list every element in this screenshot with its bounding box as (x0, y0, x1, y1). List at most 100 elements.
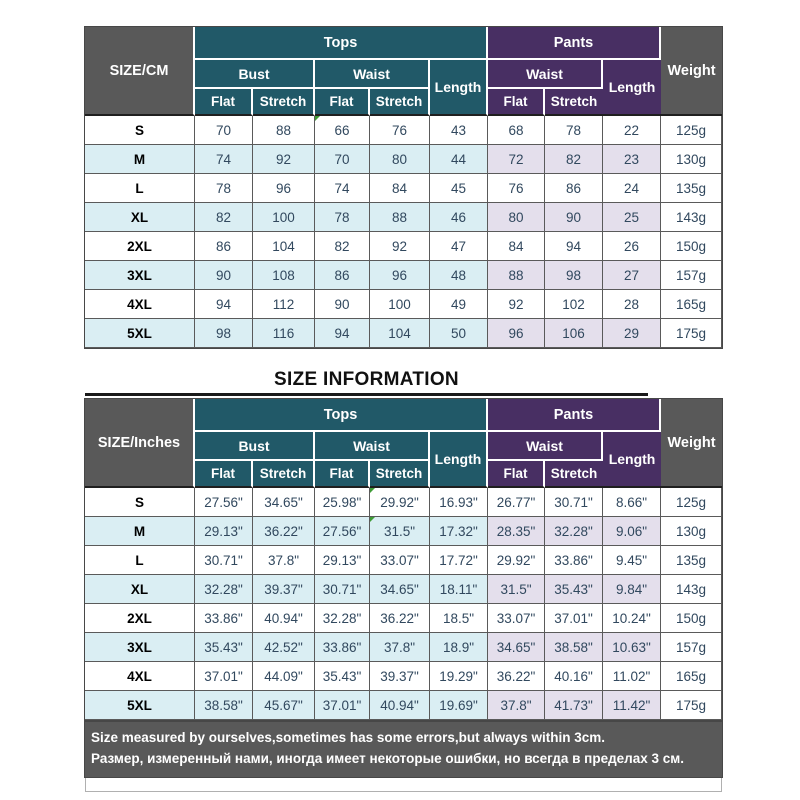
weight-cell: 135g (661, 174, 723, 203)
data-cell: 9.45" (603, 546, 662, 575)
bottom-strip (85, 778, 722, 792)
data-cell: 33.86" (315, 633, 370, 662)
data-cell: 94 (545, 232, 604, 261)
data-cell: 11.42" (603, 691, 662, 720)
data-cell: 18.11" (430, 575, 489, 604)
data-cell: 30.71" (545, 488, 604, 517)
data-cell: 18.5" (430, 604, 489, 633)
data-cell: 17.32" (430, 517, 489, 546)
header-cell-pants: Pants (488, 399, 662, 432)
data-cell: 9.84" (603, 575, 662, 604)
data-cell: 18.9" (430, 633, 489, 662)
table-row: M 74 92 70 80 44 72 82 23 130g (85, 145, 723, 174)
size-cell: 4XL (85, 290, 195, 319)
data-cell: 34.65" (370, 575, 430, 604)
data-cell: 108 (253, 261, 315, 290)
data-cell: 88 (488, 261, 546, 290)
data-cell: 96 (488, 319, 546, 348)
table-row: M 29.13" 36.22" 27.56" 31.5" 17.32" 28.35" 32.2… (85, 517, 723, 546)
weight-cell: 175g (661, 319, 723, 348)
data-cell: 116 (253, 319, 315, 348)
data-cell: 35.43" (195, 633, 253, 662)
header-cell-size-unit: SIZE/CM (85, 27, 195, 116)
data-cell: 74 (315, 174, 370, 203)
size-cell: 5XL (85, 319, 195, 348)
data-cell: 24 (603, 174, 662, 203)
size-cell: 2XL (85, 232, 195, 261)
data-cell: 19.29" (430, 662, 489, 691)
weight-cell: 143g (661, 575, 723, 604)
data-cell: 74 (195, 145, 253, 174)
data-cell: 90 (315, 290, 370, 319)
header-cell-waist-stretch: Stretch (370, 461, 430, 488)
table-row: 2XL 33.86" 40.94" 32.28" 36.22" 18.5" 33.07" 37… (85, 604, 723, 633)
size-cell: M (85, 145, 195, 174)
header-cell-length-tops: Length (430, 60, 489, 116)
data-cell: 44.09" (253, 662, 315, 691)
table-row: 2XL 86 104 82 92 47 84 94 26 150g (85, 232, 723, 261)
data-cell: 40.94" (370, 691, 430, 720)
weight-cell: 175g (661, 691, 723, 720)
data-cell: 45 (430, 174, 489, 203)
header-cell-bust-flat: Flat (195, 461, 253, 488)
data-cell: 82 (195, 203, 253, 232)
table-body-cm: S 70 88 66 76 43 68 78 22 125g M 74 92 70 80 44 72 82 23 13… (85, 116, 723, 348)
header-cell-bust-stretch: Stretch (253, 461, 315, 488)
header-cell-bust: Bust (195, 432, 315, 461)
data-cell: 66 (315, 116, 370, 145)
weight-cell: 130g (661, 517, 723, 546)
header-cell-waist-pants: Waist (488, 60, 604, 89)
data-cell: 78 (545, 116, 604, 145)
data-cell: 38.58" (545, 633, 604, 662)
data-cell: 104 (253, 232, 315, 261)
data-cell: 84 (370, 174, 430, 203)
data-cell: 29.92" (488, 546, 546, 575)
header-cell-tops: Tops (195, 399, 489, 432)
data-cell: 88 (253, 116, 315, 145)
size-cell: 5XL (85, 691, 195, 720)
size-cell: S (85, 488, 195, 517)
data-cell: 29 (603, 319, 662, 348)
data-cell: 32.28" (545, 517, 604, 546)
measurement-note: Size measured by ourselves,sometimes has… (84, 721, 723, 778)
data-cell: 35.43" (315, 662, 370, 691)
data-cell: 16.93" (430, 488, 489, 517)
data-cell: 45.67" (253, 691, 315, 720)
data-cell: 37.8" (488, 691, 546, 720)
data-cell: 28 (603, 290, 662, 319)
table-row: XL 32.28" 39.37" 30.71" 34.65" 18.11" 31.5" 35.… (85, 575, 723, 604)
data-cell: 92 (488, 290, 546, 319)
header-cell-length-tops: Length (430, 432, 489, 488)
page-title: SIZE INFORMATION (85, 369, 648, 396)
header-cell-waist-pants: Waist (488, 432, 604, 461)
data-cell: 49 (430, 290, 489, 319)
data-cell: 100 (370, 290, 430, 319)
data-cell: 9.06" (603, 517, 662, 546)
data-cell: 35.43" (545, 575, 604, 604)
data-cell: 25 (603, 203, 662, 232)
data-cell: 27 (603, 261, 662, 290)
size-cell: 4XL (85, 662, 195, 691)
header-cell-weight: Weight (661, 27, 723, 116)
data-cell: 37.01" (195, 662, 253, 691)
table-row: L 30.71" 37.8" 29.13" 33.07" 17.72" 29.92" 33.8… (85, 546, 723, 575)
size-cell: S (85, 116, 195, 145)
data-cell: 84 (488, 232, 546, 261)
header-cell-pants-waist-flat: Flat (488, 89, 546, 116)
data-cell: 10.63" (603, 633, 662, 662)
footer-note-en: Size measured by ourselves,sometimes has… (91, 730, 605, 745)
data-cell: 96 (253, 174, 315, 203)
data-cell: 86 (545, 174, 604, 203)
header-cell-length-pants: Length (603, 60, 662, 116)
data-cell: 41.73" (545, 691, 604, 720)
data-cell: 76 (370, 116, 430, 145)
data-cell: 33.86" (195, 604, 253, 633)
weight-cell: 150g (661, 604, 723, 633)
header-cell-pants: Pants (488, 27, 662, 60)
weight-cell: 150g (661, 232, 723, 261)
data-cell: 33.86" (545, 546, 604, 575)
data-cell: 22 (603, 116, 662, 145)
size-cell: XL (85, 575, 195, 604)
data-cell: 29.13" (315, 546, 370, 575)
